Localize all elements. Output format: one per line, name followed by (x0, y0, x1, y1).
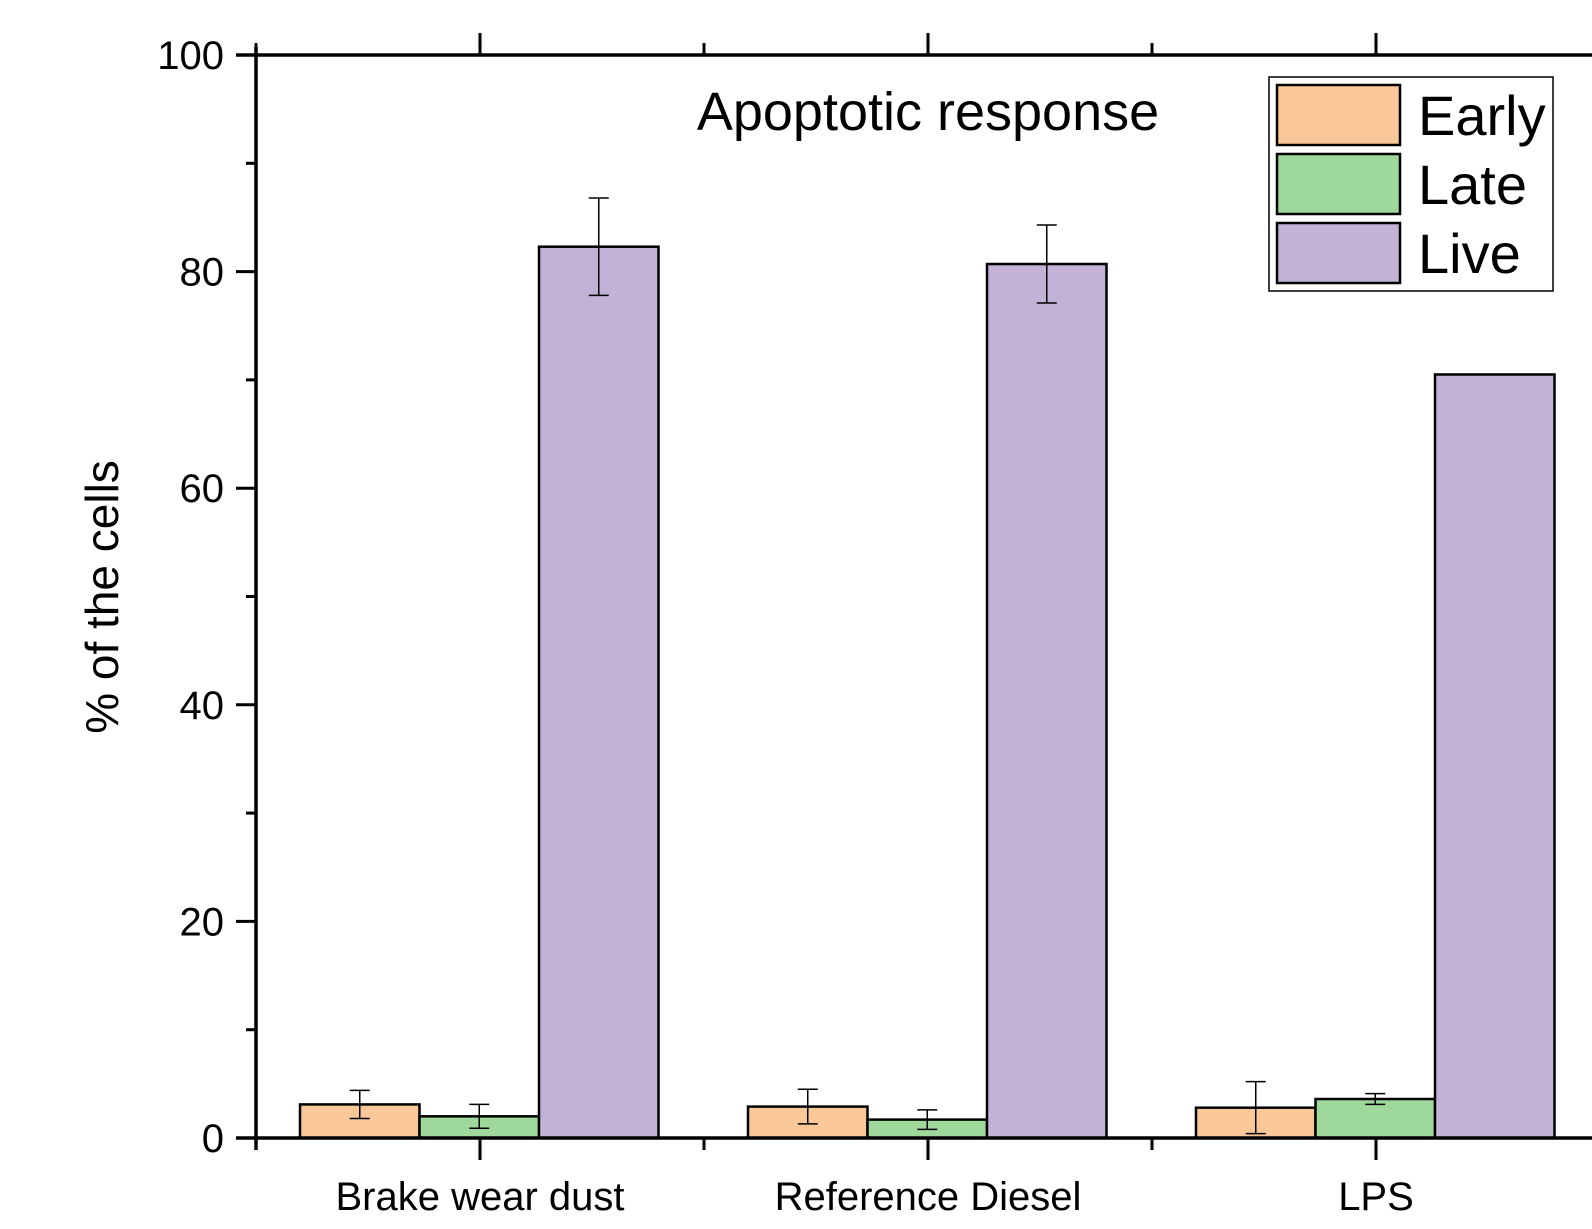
error-bar-early-1 (349, 1089, 370, 1120)
y-tick-label-40: 40 (180, 684, 225, 728)
y-tick-label-80: 80 (180, 251, 225, 295)
axes-layer (236, 47, 1592, 1150)
y-tick-label-100: 100 (157, 34, 224, 78)
error-bar-late-1 (469, 1103, 490, 1130)
bars-layer (298, 245, 1556, 1140)
error-bar-late-3 (1365, 1092, 1386, 1106)
x-tick-label-2: Reference Diesel (775, 1175, 1082, 1219)
bar-live-1 (537, 245, 660, 1140)
y-tick-label-60: 60 (180, 467, 225, 511)
x-tick-label-1: Brake wear dust (335, 1175, 624, 1219)
error-bar-live-1 (588, 197, 609, 297)
legend-label-live: Live (1418, 222, 1521, 285)
error-bars-layer (349, 197, 1386, 1135)
ticks-layer: 0 20 40 60 80 100 Brake wear dust Reference Die… (157, 33, 1414, 1219)
error-bar-early-3 (1245, 1080, 1266, 1135)
legend-swatch-live (1275, 221, 1402, 285)
legend-swatch-early (1275, 83, 1402, 147)
bar-live-2 (985, 262, 1108, 1140)
y-tick-label-0: 0 (202, 1117, 224, 1161)
bar-live-3 (1433, 373, 1556, 1140)
y-tick-label-20: 20 (180, 900, 225, 944)
chart-title: Apoptotic response (697, 82, 1159, 142)
y-axis-label: % of the cells (76, 460, 128, 734)
legend-swatch-late (1275, 152, 1402, 216)
legend-label-early: Early (1418, 84, 1546, 147)
legend-label-late: Late (1418, 153, 1527, 216)
error-bar-early-2 (797, 1088, 818, 1125)
error-bar-late-2 (917, 1109, 938, 1131)
error-bar-live-2 (1036, 224, 1057, 304)
x-tick-label-3: LPS (1338, 1175, 1414, 1219)
